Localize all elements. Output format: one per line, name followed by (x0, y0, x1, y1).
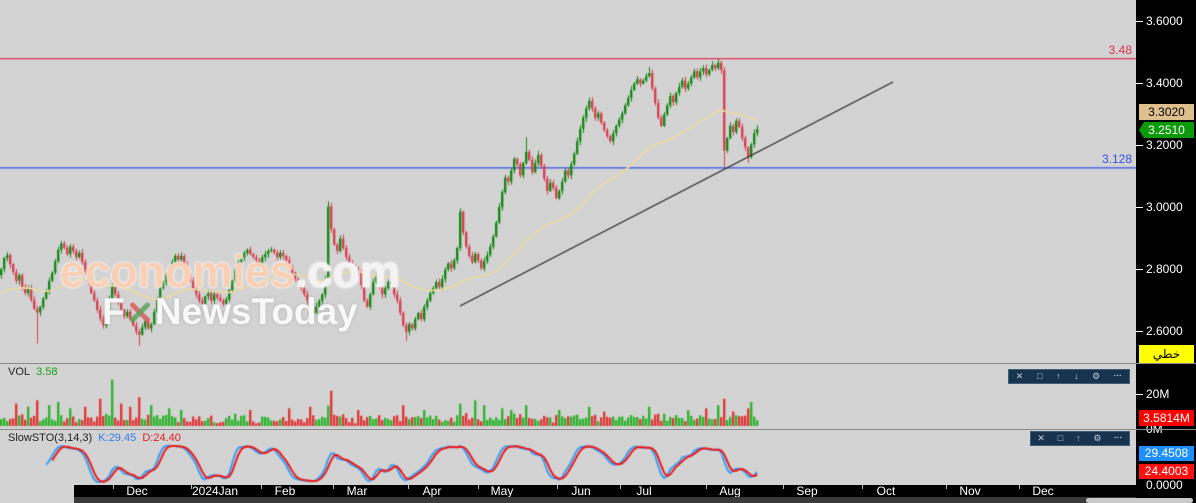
vol-title: VOL (8, 366, 31, 378)
month-tick (1019, 485, 1020, 489)
month-label: Jul (636, 484, 652, 498)
panel-separator[interactable] (0, 363, 1196, 364)
arrow-up-icon[interactable]: ↑ (1076, 433, 1081, 443)
month-tick (191, 485, 192, 489)
settings-icon[interactable]: ⚙ (1092, 371, 1101, 381)
price-tick (1136, 21, 1143, 22)
sto-zero-label: 0.0000 (1146, 478, 1183, 492)
price-tick-label: 3.6000 (1146, 14, 1183, 28)
vol-panel-header: VOL 3.58 (8, 366, 58, 378)
panel-separator[interactable] (0, 429, 1196, 430)
chart-type-label[interactable]: خطي (1139, 345, 1194, 364)
more-icon[interactable]: ▪▪▪ (1113, 373, 1123, 379)
close-icon[interactable]: ✕ (1037, 433, 1045, 443)
ma-value-label: 3.3020 (1139, 104, 1194, 120)
sto-panel-header: SlowSTO(3,14,3) K:29.45 D:24.40 (8, 432, 181, 444)
horizontal-scrollbar-track[interactable] (74, 497, 1196, 503)
month-label: Feb (274, 484, 296, 498)
sto-panel-toolbar[interactable]: ✕ □ ↑ ⚙ ▪▪▪ (1030, 431, 1130, 446)
price-tick-label: 3.0000 (1146, 200, 1183, 214)
last-price-label: 3.2510 (1139, 122, 1194, 138)
price-tick (1136, 83, 1143, 84)
resistance-price-label: 3.48 (1108, 43, 1132, 57)
maximize-icon[interactable]: □ (1057, 433, 1064, 443)
month-tick (620, 485, 621, 489)
support-price-label: 3.128 (1101, 152, 1132, 166)
vol-current-value: 3.58 (36, 366, 58, 378)
month-label: May (490, 484, 514, 498)
price-tick-label: 2.6000 (1146, 324, 1183, 338)
time-axis[interactable]: Dec 2024Jan Feb Mar Apr May Jun Jul Aug Sep Oct Nov… (74, 484, 1196, 498)
month-label: Dec (126, 484, 148, 498)
month-tick (862, 485, 863, 489)
price-tick-label: 3.4000 (1146, 76, 1183, 90)
vol-current-axis-label: 3.5814M (1139, 410, 1194, 426)
price-axis[interactable]: 3.6000 3.4000 3.2000 3.0000 2.8000 2.6000 3.3… (1136, 0, 1196, 503)
month-tick (946, 485, 947, 489)
sto-d-axis-label: 24.4003 (1139, 464, 1194, 479)
price-tick (1136, 331, 1143, 332)
month-tick (783, 485, 784, 489)
price-tick (1136, 145, 1143, 146)
price-tick-label: 3.2000 (1146, 138, 1183, 152)
month-label: Jun (571, 484, 591, 498)
month-label: 2024Jan (191, 484, 239, 498)
more-icon[interactable]: ▪▪▪ (1114, 435, 1123, 441)
maximize-icon[interactable]: □ (1036, 371, 1043, 381)
arrow-up-icon[interactable]: ↑ (1055, 371, 1061, 381)
month-label: Aug (719, 484, 741, 498)
vol-scale-label: 20M (1146, 387, 1170, 401)
month-label: Sep (796, 484, 818, 498)
price-tick-label: 2.8000 (1146, 262, 1183, 276)
sto-d-label: D:24.40 (142, 432, 181, 444)
close-icon[interactable]: ✕ (1015, 371, 1024, 381)
month-tick (478, 485, 479, 489)
month-tick (706, 485, 707, 489)
month-tick (113, 485, 114, 489)
month-label: Apr (422, 484, 442, 498)
price-tick (1136, 269, 1143, 270)
month-tick (333, 485, 334, 489)
vol-panel-toolbar[interactable]: ✕ □ ↑ ↓ ⚙ ▪▪▪ (1008, 369, 1130, 384)
sto-k-axis-label: 29.4508 (1139, 446, 1194, 461)
sto-k-label: K:29.45 (98, 432, 137, 444)
horizontal-scrollbar-thumb[interactable] (1086, 498, 1193, 503)
month-tick (557, 485, 558, 489)
month-label: Dec (1032, 484, 1054, 498)
arrow-down-icon[interactable]: ↓ (1074, 371, 1079, 381)
sto-title: SlowSTO(3,14,3) (8, 432, 93, 444)
settings-icon[interactable]: ⚙ (1093, 433, 1102, 443)
month-tick (261, 485, 262, 489)
vol-axis-tick (1136, 394, 1143, 395)
month-label: Mar (346, 484, 368, 498)
month-label: Nov (959, 484, 981, 498)
month-tick (408, 485, 409, 489)
month-label: Oct (876, 484, 896, 498)
price-tick (1136, 207, 1143, 208)
